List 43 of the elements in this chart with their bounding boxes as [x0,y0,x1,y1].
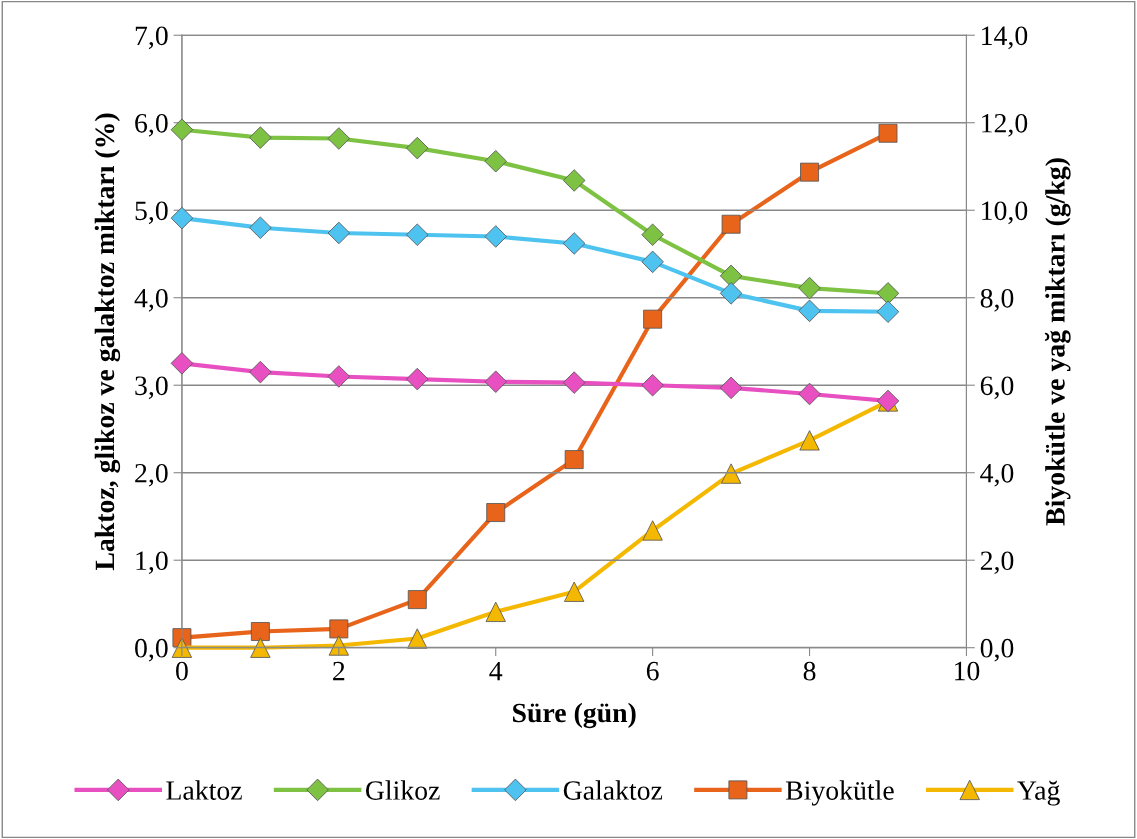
point [329,619,349,639]
legend-label: Galaktoz [563,780,663,800]
point [798,382,821,406]
y2-axis-title: Biyokütle ve yağ miktarı (g/kg) [1044,158,1071,526]
x-tick-label: 8 [803,661,816,681]
y-axis-title: Laktoz, glikoz ve galaktoz miktarı (%) [94,113,121,571]
point [407,590,427,610]
x-tick-label: 6 [646,661,659,681]
point [643,309,663,329]
legend-label: Biyokütle [785,780,894,806]
y2-tick-label: 12,0 [982,113,1028,137]
point [564,450,584,470]
y2-tick-label: 0,0 [980,638,1014,662]
y2-tick-label: 6,0 [980,376,1014,400]
y2-tick-label: 10,0 [982,201,1028,225]
y-tick-label: 7,0 [135,26,168,50]
x-tick-label: 0 [176,661,188,681]
x-tick-label: 4 [489,661,503,681]
x-axis-title: Süre (gün) [513,702,636,729]
y-tick-label: 3,0 [135,376,168,400]
y-tick-label: 4,0 [134,288,168,312]
legend-label: Yağ [1017,780,1060,806]
legend-label: Glikoz [365,780,440,800]
x-tick-label: 10 [955,661,980,681]
point [641,250,664,274]
x-tick-label: 2 [333,661,345,681]
y-tick-label: 0,0 [135,638,168,662]
point [878,123,898,143]
y-tick-label: 5,0 [135,201,168,225]
y-tick-label: 2,0 [135,463,168,487]
point [876,300,900,323]
point [170,118,194,141]
point [562,371,586,394]
y2-tick-label: 2,0 [980,551,1014,575]
point [721,214,741,234]
legend-label: Laktoz [166,780,242,800]
point [562,169,586,192]
y2-tick-label: 8,0 [980,288,1014,312]
y2-tick-label: 4,0 [980,463,1014,487]
y-tick-label: 1,0 [136,551,168,575]
point [562,232,586,255]
y2-tick-label: 14,0 [982,26,1028,50]
y-tick-label: 6,0 [135,113,168,137]
